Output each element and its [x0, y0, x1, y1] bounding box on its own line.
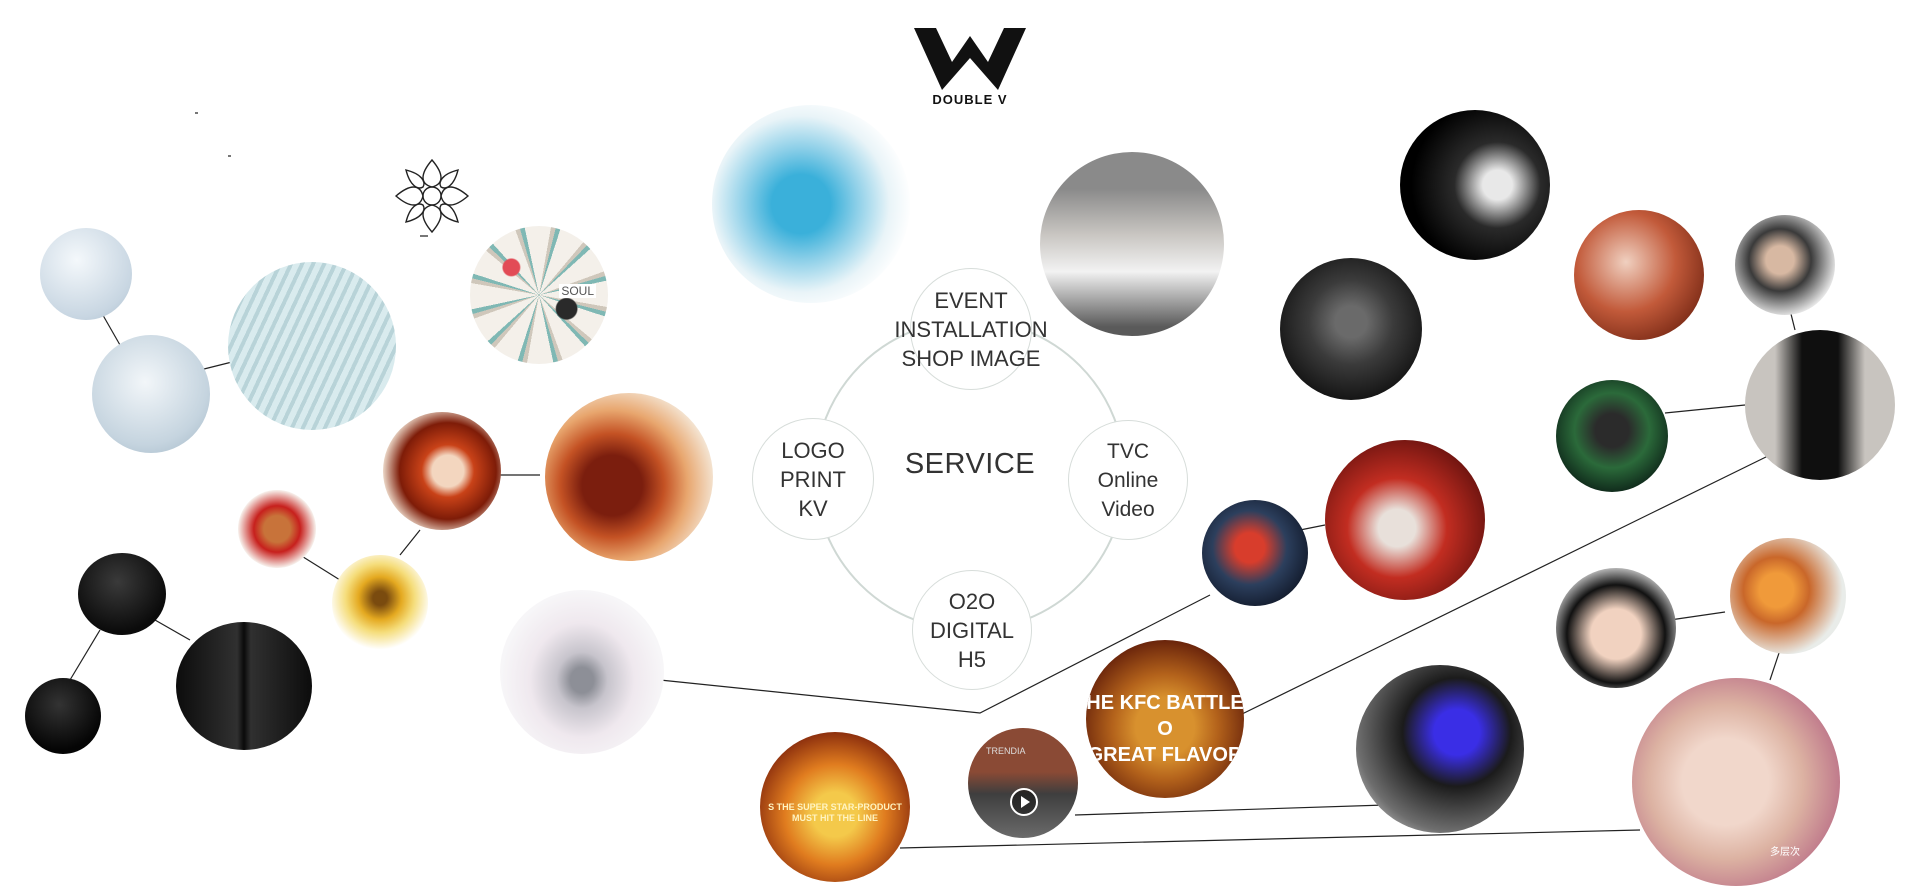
portfolio-bubble-stage-performer[interactable]: [1556, 380, 1668, 492]
portfolio-bubble-fabric-small[interactable]: [40, 228, 132, 320]
service-title: SERVICE: [904, 448, 1036, 480]
service-node-o2o[interactable]: O2O DIGITAL H5: [912, 570, 1032, 690]
dot-mark: [420, 235, 428, 237]
play-icon[interactable]: [1010, 788, 1038, 816]
portfolio-bubble-red-dancer[interactable]: [1574, 210, 1704, 340]
portfolio-bubble-superstar-promo[interactable]: S THE SUPER STAR-PRODUCT MUST HIT THE LI…: [760, 732, 910, 882]
portfolio-bubble-face-silhouette[interactable]: [1745, 330, 1895, 480]
dot-mark: [195, 112, 198, 114]
portfolio-bubble-installation[interactable]: [1040, 152, 1224, 336]
portfolio-bubble-shrimp-splash[interactable]: [1730, 538, 1846, 654]
service-node-logo[interactable]: LOGO PRINT KV: [752, 418, 874, 540]
portfolio-bubble-soul-illustration[interactable]: SOUL: [470, 226, 608, 364]
portfolio-bubble-trendia-video[interactable]: TRENDIA: [968, 728, 1078, 838]
trendia-caption: TRENDIA: [986, 746, 1026, 756]
service-node-event[interactable]: EVENT INSTALLATION SHOP IMAGE: [894, 268, 1048, 390]
soul-label: SOUL: [559, 284, 596, 298]
portfolio-bubble-hair-large[interactable]: [176, 622, 312, 750]
portfolio-bubble-burger[interactable]: [238, 490, 316, 568]
portfolio-bubble-airplane[interactable]: [1280, 258, 1422, 400]
portfolio-bubble-red-shape[interactable]: [1202, 500, 1308, 606]
portfolio-bubble-dancers[interactable]: [1400, 110, 1550, 260]
brand-logo[interactable]: DOUBLE V: [895, 28, 1045, 110]
portfolio-bubble-kfc-battle[interactable]: HE KFC BATTLE O GREAT FLAVOR: [1086, 640, 1244, 798]
portfolio-bubble-butterfly-dress[interactable]: [500, 590, 664, 754]
portfolio-bubble-lobster-splash[interactable]: [383, 412, 501, 530]
flower-logo-icon: [394, 158, 470, 234]
shrimp-caption: 多层次: [1770, 847, 1800, 858]
portfolio-bubble-fabric-medium[interactable]: [92, 335, 210, 453]
dot-mark: [228, 155, 231, 157]
portfolio-bubble-hair-tiny[interactable]: [25, 678, 101, 754]
portfolio-bubble-crab-art[interactable]: [545, 393, 713, 561]
portfolio-bubble-shell-pattern[interactable]: [228, 262, 396, 430]
portfolio-bubble-red-fibers[interactable]: [1325, 440, 1485, 600]
double-v-logo-icon: [914, 28, 1026, 90]
portfolio-bubble-golden-liquid[interactable]: [332, 555, 428, 651]
portfolio-bubble-blue-sculpture[interactable]: [712, 105, 910, 303]
portfolio-bubble-hair-small[interactable]: [78, 553, 166, 635]
portfolio-bubble-eating-shrimp[interactable]: 多层次: [1632, 678, 1840, 886]
portfolio-bubble-actor-portrait[interactable]: [1735, 215, 1835, 315]
superstar-caption: S THE SUPER STAR-PRODUCT MUST HIT THE LI…: [768, 802, 902, 823]
portfolio-bubble-bangs-girl[interactable]: [1556, 568, 1676, 688]
brand-name: DOUBLE V: [932, 92, 1008, 107]
portfolio-bubble-blue-paint[interactable]: [1356, 665, 1524, 833]
service-node-tvc[interactable]: TVC Online Video: [1068, 420, 1188, 540]
kfc-caption: HE KFC BATTLE O GREAT FLAVOR: [1086, 692, 1244, 766]
